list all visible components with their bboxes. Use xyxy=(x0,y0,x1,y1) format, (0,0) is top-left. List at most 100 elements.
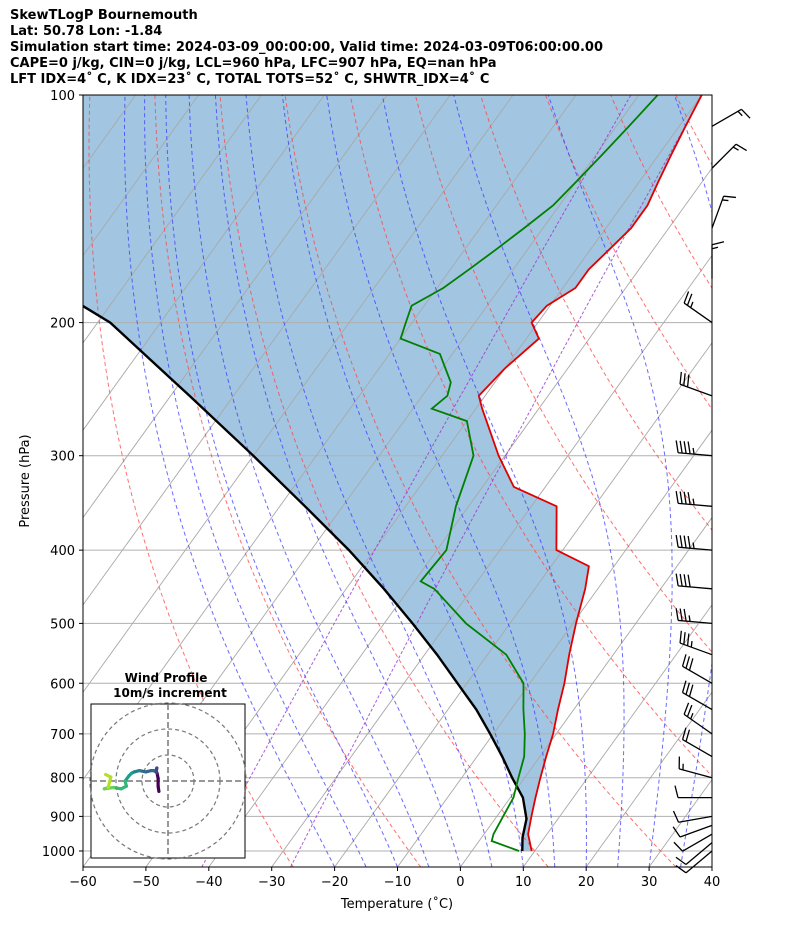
wind-barb xyxy=(681,680,713,711)
x-tick-label: −30 xyxy=(258,875,285,890)
isotherm xyxy=(271,254,712,867)
wind-barbs xyxy=(672,108,751,874)
isotherm xyxy=(648,778,712,867)
dry-adiabat xyxy=(154,95,422,867)
moist-adiabat xyxy=(711,864,712,867)
hodograph-ring xyxy=(89,702,247,860)
hodograph-segment xyxy=(103,772,113,779)
y-tick-label: 300 xyxy=(50,450,75,465)
barb-flag xyxy=(685,682,691,695)
barb-staff xyxy=(682,738,713,758)
parcel-line xyxy=(83,304,528,852)
barb-staff xyxy=(679,824,713,838)
barb-staff xyxy=(678,452,713,457)
x-tick-label: 20 xyxy=(578,875,595,890)
barb-half-flag xyxy=(711,246,719,250)
barb-flag xyxy=(675,608,679,621)
isotherm xyxy=(585,691,712,867)
barb-flag xyxy=(674,785,679,798)
barb-flag xyxy=(683,608,687,622)
barb-half-flag xyxy=(688,615,691,622)
barb-staff xyxy=(682,833,713,852)
wind-barb xyxy=(672,810,713,823)
barb-flag xyxy=(675,573,679,586)
moist-adiabat xyxy=(123,95,336,867)
wind-barb xyxy=(675,573,713,590)
wind-barb xyxy=(675,608,713,625)
barb-staff xyxy=(679,642,713,656)
wind-barb xyxy=(675,491,713,507)
dry-adiabat xyxy=(675,95,712,166)
dry-adiabat xyxy=(545,95,712,410)
x-tick-label: 30 xyxy=(641,875,658,890)
moist-adiabat xyxy=(547,95,673,867)
barb-flag xyxy=(688,684,694,697)
y-tick-label: 1000 xyxy=(42,845,75,860)
hodograph-inset: Wind Profile 10m/s increment xyxy=(89,671,247,860)
mixing-ratio-line xyxy=(290,95,703,867)
barb-staff xyxy=(683,713,713,735)
barb-flag xyxy=(687,535,691,549)
barb-staff xyxy=(678,502,713,507)
dry-adiabat xyxy=(219,95,549,867)
y-tick-label: 500 xyxy=(50,617,75,632)
barb-flag xyxy=(675,865,687,874)
moist-adiabat xyxy=(673,95,712,867)
barb-flag xyxy=(681,654,687,667)
x-tick-label: −60 xyxy=(69,875,96,890)
barb-flag xyxy=(675,856,687,866)
barb-flag xyxy=(681,680,687,693)
barb-staff xyxy=(711,108,742,127)
wind-barb xyxy=(678,756,713,779)
dry-adiabat xyxy=(284,95,677,867)
indices-line-1: CAPE=0 j/kg, CIN=0 j/kg, LCL=960 hPa, LF… xyxy=(10,56,497,71)
barb-flag xyxy=(681,727,687,740)
barb-flag xyxy=(672,810,680,823)
x-tick-label: −50 xyxy=(132,875,159,890)
barb-flag xyxy=(679,573,683,587)
barb-flag xyxy=(686,633,690,646)
y-tick-label: 400 xyxy=(50,544,75,559)
barb-half-flag xyxy=(690,301,694,308)
indices-line-2: LFT IDX=4˚ C, K IDX=23˚ C, TOTAL TOTS=52… xyxy=(10,72,490,87)
barb-half-flag xyxy=(737,110,743,117)
cape-area xyxy=(83,95,702,851)
barb-staff xyxy=(678,619,713,625)
barb-staff xyxy=(678,546,713,551)
wind-barb xyxy=(672,824,713,838)
barb-flag xyxy=(675,491,679,504)
isotherm xyxy=(0,95,10,867)
moist-adiabat xyxy=(188,95,430,867)
barb-flag xyxy=(740,108,751,119)
hodograph-segment xyxy=(106,775,113,790)
barb-half-flag xyxy=(692,447,695,455)
barb-half-flag xyxy=(692,542,695,549)
barb-flag xyxy=(686,704,693,717)
x-axis-label: Temperature (˚C) xyxy=(340,896,453,912)
wind-barb xyxy=(711,241,725,279)
y-axis-label: Pressure (hPa) xyxy=(18,434,33,527)
isotherm xyxy=(83,95,514,694)
moist-adiabat xyxy=(214,95,461,867)
wind-barb xyxy=(683,291,713,324)
barb-flag xyxy=(683,535,687,548)
isotherm xyxy=(83,95,199,257)
barb-flag xyxy=(683,291,690,304)
barb-staff xyxy=(682,691,713,711)
barb-flag xyxy=(679,630,682,644)
barb-half-flag xyxy=(690,712,694,720)
chart-title: SkewTLogP Bournemouth xyxy=(10,8,198,23)
isotherm xyxy=(83,95,388,519)
barb-flag xyxy=(688,658,694,671)
barb-half-flag xyxy=(690,640,693,648)
moist-adiabat xyxy=(281,95,524,867)
wind-barb xyxy=(679,371,713,397)
barb-staff xyxy=(678,815,713,823)
barb-flag xyxy=(687,492,691,505)
wind-barb xyxy=(681,654,713,684)
barb-half-flag xyxy=(692,498,695,505)
profile-lines xyxy=(83,95,703,852)
barb-flag xyxy=(679,371,682,385)
x-tick-label: −10 xyxy=(384,875,411,890)
wind-barb xyxy=(675,440,713,457)
